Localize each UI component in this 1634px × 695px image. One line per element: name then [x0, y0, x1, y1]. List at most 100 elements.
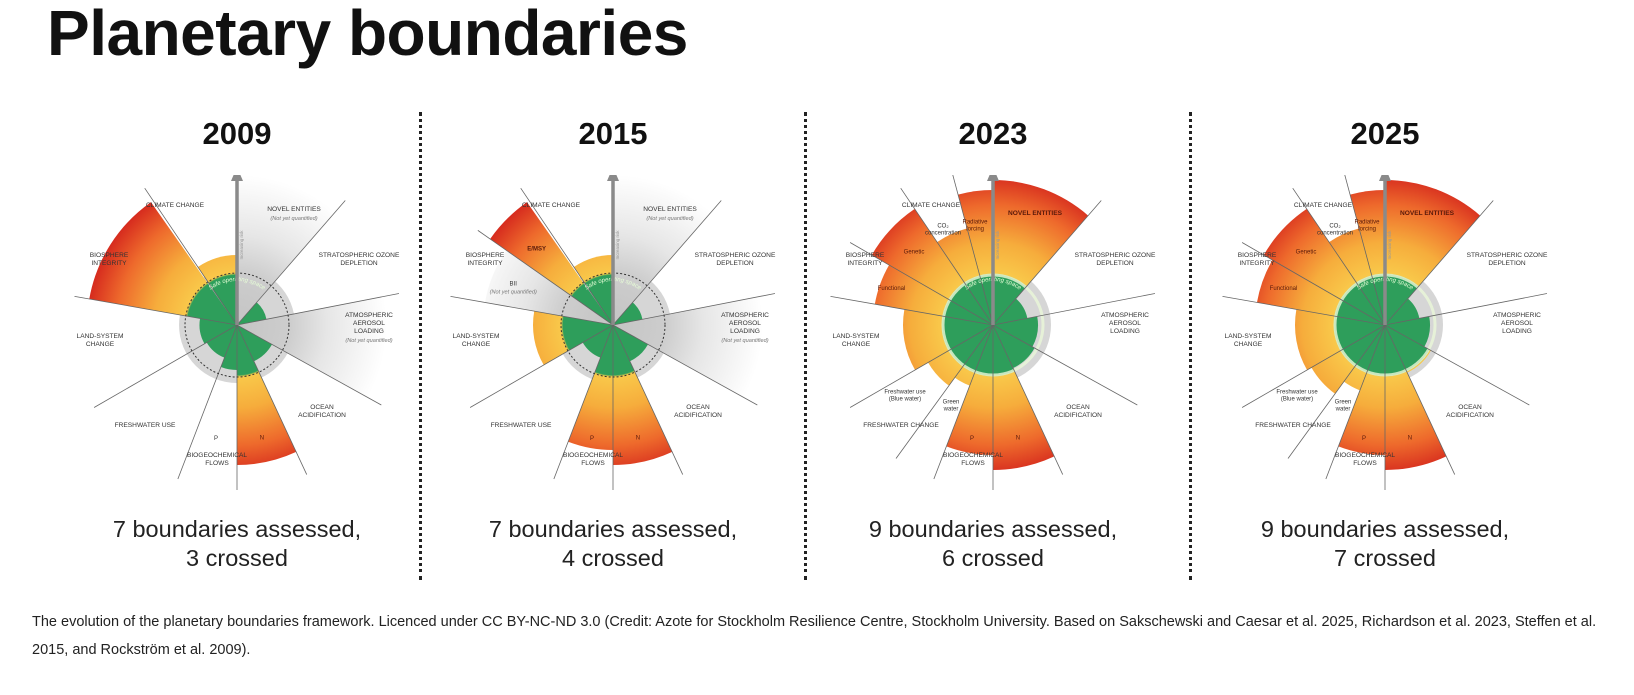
sector-aerosol	[613, 296, 763, 398]
caption-line-crossed: 6 crossed	[942, 545, 1044, 571]
increasing-risk-label: Increasing risk	[239, 230, 244, 260]
boundary-label-aerosol: ATMOSPHERIC	[345, 312, 393, 319]
page-title: Planetary boundaries	[47, 0, 688, 69]
panel-caption: 9 boundaries assessed, 6 crossed	[803, 515, 1183, 573]
sector-genetic	[1263, 208, 1385, 325]
boundary-spoke	[477, 230, 614, 326]
boundary-note-aerosol: (Not yet quantified)	[345, 338, 392, 344]
boundary-label-fresh: FRESHWATER CHANGE	[863, 422, 939, 429]
boundary-spoke	[612, 293, 776, 326]
boundary-spoke	[849, 324, 994, 408]
risk-arrow-head	[607, 175, 619, 181]
sector-sublabel-green: Green	[1335, 400, 1352, 406]
boundary-spoke	[93, 324, 238, 408]
sector-sublabel-p: P	[214, 436, 218, 442]
boundary-spoke	[236, 324, 382, 406]
sector-bii	[484, 250, 613, 325]
boundary-label-climate: CLIMATE CHANGE	[1294, 202, 1353, 209]
sector-land	[1295, 309, 1385, 370]
sector-sublabel-blue: Freshwater use	[884, 390, 926, 396]
caption-line-crossed: 7 crossed	[1334, 545, 1436, 571]
sector-bio	[89, 202, 237, 325]
sector-sublabel-radiative: forcing	[1358, 227, 1376, 233]
sector-sublabel-n: N	[260, 435, 264, 441]
boundary-spoke	[1241, 324, 1386, 408]
sector-novel	[613, 175, 712, 325]
caption-line-assessed: 9 boundaries assessed,	[1260, 516, 1510, 542]
boundary-spoke	[849, 242, 994, 326]
dotted-separator	[419, 112, 422, 580]
boundary-label-aerosol: ATMOSPHERIC	[1493, 312, 1541, 319]
sector-sublabel-n: N	[1016, 435, 1020, 441]
boundary-label-aerosol: ATMOSPHERIC	[721, 312, 769, 319]
caption-line-assessed: 7 boundaries assessed,	[488, 516, 738, 542]
boundary-label-climate: CLIMATE CHANGE	[522, 202, 581, 209]
boundary-label-aerosol: AEROSOL	[1501, 320, 1533, 327]
boundary-spoke	[450, 295, 614, 326]
sector-sublabel-novel: NOVEL ENTITIES	[1400, 210, 1455, 217]
boundary-spoke	[992, 324, 1138, 406]
boundary-label-fresh: FRESHWATER CHANGE	[1255, 422, 1331, 429]
dotted-separator	[1189, 112, 1192, 580]
boundary-label-ocean: OCEAN	[686, 404, 710, 411]
boundary-spoke	[952, 175, 994, 326]
sector-sublabel-green: water	[943, 407, 959, 413]
boundary-label-novel: NOVEL ENTITIES	[643, 206, 697, 213]
sector-sublabel-co2: CO₂	[937, 224, 949, 230]
sector-novel	[1385, 180, 1481, 325]
sector-sublabel-emsy: E/MSY	[527, 247, 546, 253]
boundary-spoke	[612, 324, 758, 406]
boundary-spoke	[236, 324, 308, 475]
sector-p	[946, 325, 993, 455]
boundary-spoke	[992, 293, 1156, 326]
sector-ocean	[613, 325, 648, 362]
sector-climate	[197, 255, 237, 325]
sector-sublabel-p: P	[970, 436, 974, 442]
credit-footnote: The evolution of the planetary boundarie…	[32, 614, 1597, 658]
caption-line-assessed: 7 boundaries assessed,	[112, 516, 362, 542]
boundary-label-land: CHANGE	[86, 341, 115, 348]
boundary-label-aerosol: AEROSOL	[1109, 320, 1141, 327]
boundary-label-ozone: DEPLETION	[340, 260, 378, 267]
boundary-label-aerosol: LOADING	[730, 328, 760, 335]
boundary-label-biogeo: BIOGEOCHEMICAL	[1335, 452, 1395, 459]
boundary-label-bio: BIOSPHERE	[90, 252, 129, 259]
sector-functional	[874, 265, 993, 325]
boundary-label-biogeo: FLOWS	[1353, 460, 1377, 467]
sector-sublabel-radiative: Radiative	[962, 220, 988, 226]
sector-fresh	[206, 325, 237, 358]
sector-emsy	[490, 202, 613, 325]
sector-ozone	[993, 298, 1028, 325]
boundary-label-biogeo: FLOWS	[961, 460, 985, 467]
sector-sublabel-bii: BII	[510, 282, 518, 288]
risk-arrow-head	[1379, 175, 1391, 181]
boundary-label-ozone: STRATOSPHERIC OZONE	[1075, 252, 1156, 259]
boundary-label-bio: INTEGRITY	[467, 260, 503, 267]
sector-sublabel-novel: NOVEL ENTITIES	[1008, 210, 1063, 217]
sector-climate	[573, 255, 613, 325]
sector-co2	[1329, 228, 1385, 325]
sector-genetic	[871, 208, 993, 325]
boundary-label-bio: INTEGRITY	[847, 260, 883, 267]
sector-p	[1338, 325, 1385, 455]
boundary-label-land: LAND-SYSTEM	[453, 333, 500, 340]
sector-green	[1343, 325, 1385, 391]
boundary-spoke	[520, 187, 614, 326]
boundary-label-land: LAND-SYSTEM	[77, 333, 124, 340]
boundary-spoke	[1287, 324, 1386, 459]
boundary-spoke	[612, 324, 684, 475]
sector-sublabel-genetic: Genetic	[1296, 249, 1317, 255]
sector-land	[533, 311, 613, 365]
boundary-spoke	[612, 200, 722, 326]
boundary-spoke	[1344, 175, 1386, 326]
boundary-label-fresh: FRESHWATER USE	[491, 422, 552, 429]
boundary-label-ozone: STRATOSPHERIC OZONE	[319, 252, 400, 259]
boundary-spoke	[1384, 200, 1494, 326]
sector-sublabel-co2: concentration	[1317, 231, 1353, 237]
caption-line-crossed: 4 crossed	[562, 545, 664, 571]
boundary-spoke	[1241, 242, 1386, 326]
sector-ozone	[237, 302, 267, 325]
